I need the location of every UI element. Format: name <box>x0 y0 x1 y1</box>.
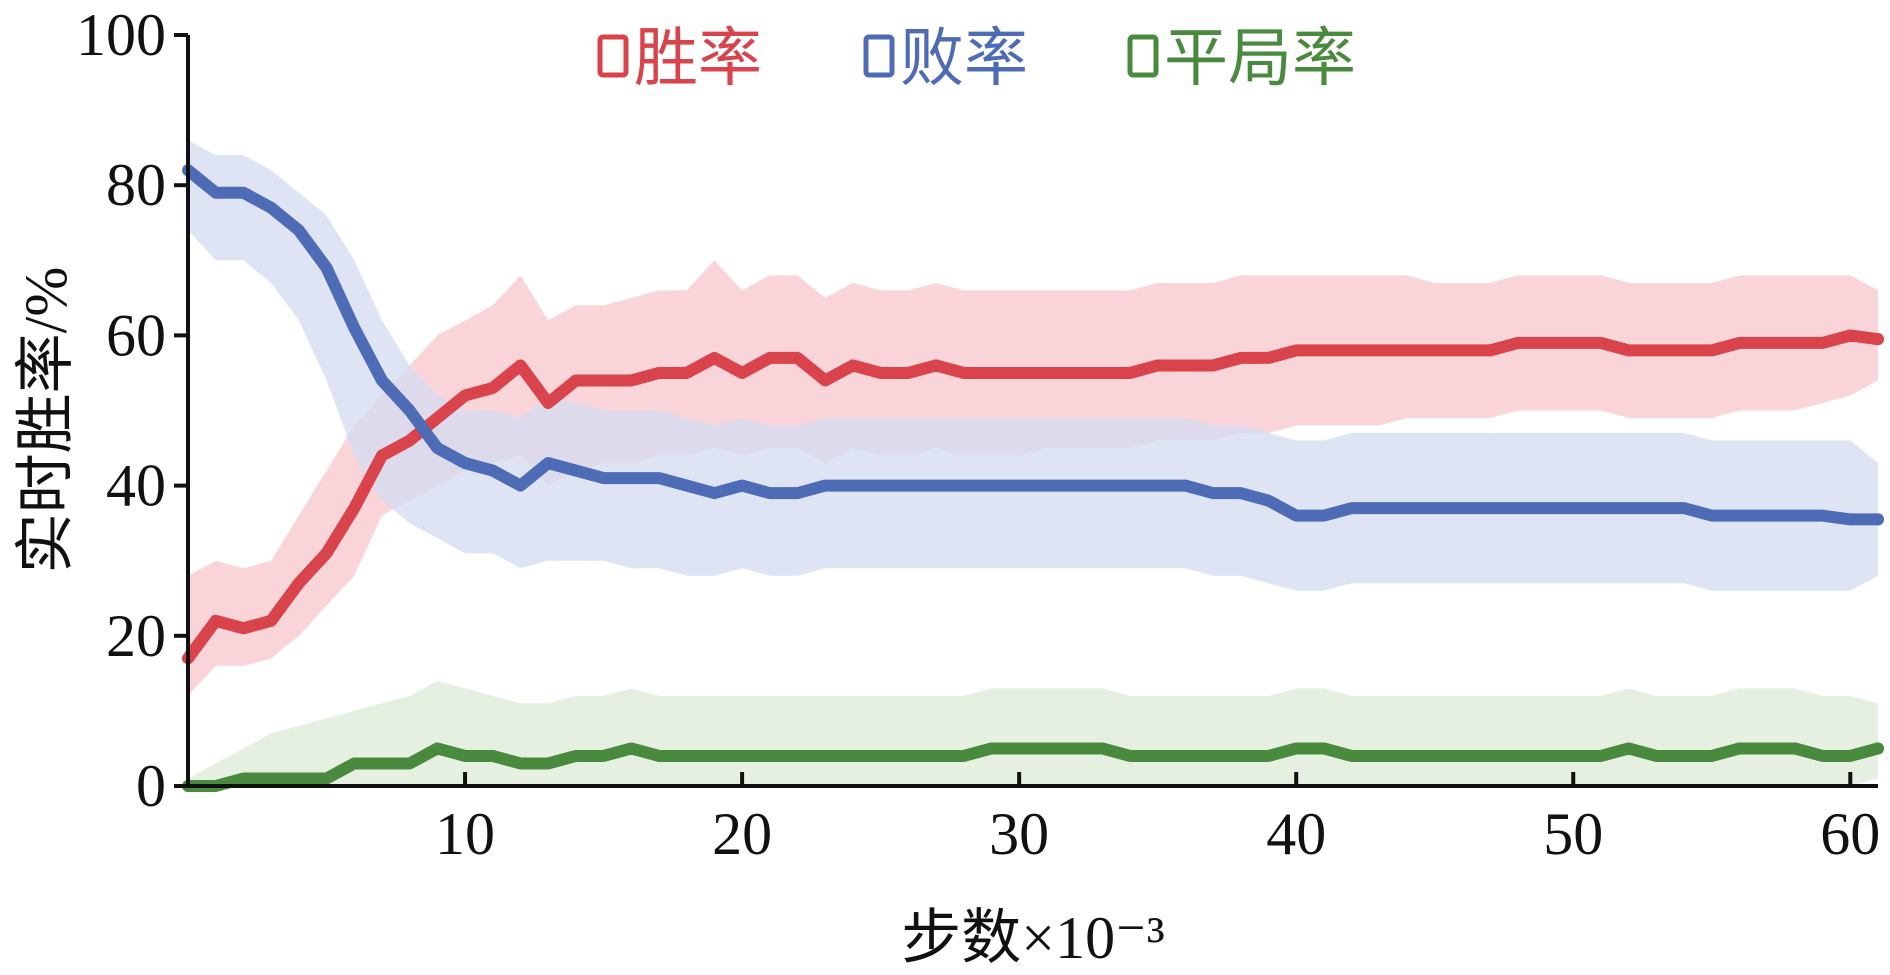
end-point-series-1 <box>1872 333 1884 346</box>
line-series-2 <box>182 164 1884 526</box>
x-tick-label: 50 <box>1543 801 1603 867</box>
y-tick-label: 0 <box>136 753 166 819</box>
legend: 胜率 败率 平局率 <box>597 23 1356 94</box>
x-tick-label: 40 <box>1266 801 1326 867</box>
legend-swatch-series-3 <box>1127 34 1159 78</box>
x-axis-title: 步数×10⁻³ <box>901 905 1165 971</box>
confidence-bands <box>188 140 1878 786</box>
band-series-1 <box>188 260 1878 696</box>
end-point-series-3 <box>1872 742 1884 755</box>
legend-label-series-2: 败率 <box>900 23 1028 94</box>
end-point-series-2 <box>1872 513 1884 526</box>
line-series-1 <box>182 329 1884 665</box>
line-series-3 <box>182 742 1884 792</box>
legend-label-series-1: 胜率 <box>634 23 762 94</box>
x-tick-label: 30 <box>989 801 1049 867</box>
legend-swatch-series-2 <box>863 34 895 78</box>
y-tick-label: 40 <box>106 453 166 519</box>
y-axis-title: 实时胜率/% <box>13 267 79 574</box>
legend-swatch-series-1 <box>597 34 629 78</box>
x-tick-label: 60 <box>1820 801 1880 867</box>
y-tick-label: 20 <box>106 603 166 669</box>
series-lines <box>182 164 1884 792</box>
x-tick-label: 20 <box>712 801 772 867</box>
legend-label-series-3: 平局率 <box>1164 23 1356 94</box>
band-series-3 <box>188 680 1878 786</box>
y-tick-label: 100 <box>76 2 166 68</box>
x-tick-label: 10 <box>435 801 495 867</box>
axes <box>186 35 1878 788</box>
y-tick-label: 60 <box>106 302 166 368</box>
y-tick-label: 80 <box>106 152 166 218</box>
ticks: 0 20 40 60 80 100 10 20 30 40 50 60 <box>76 2 1880 867</box>
